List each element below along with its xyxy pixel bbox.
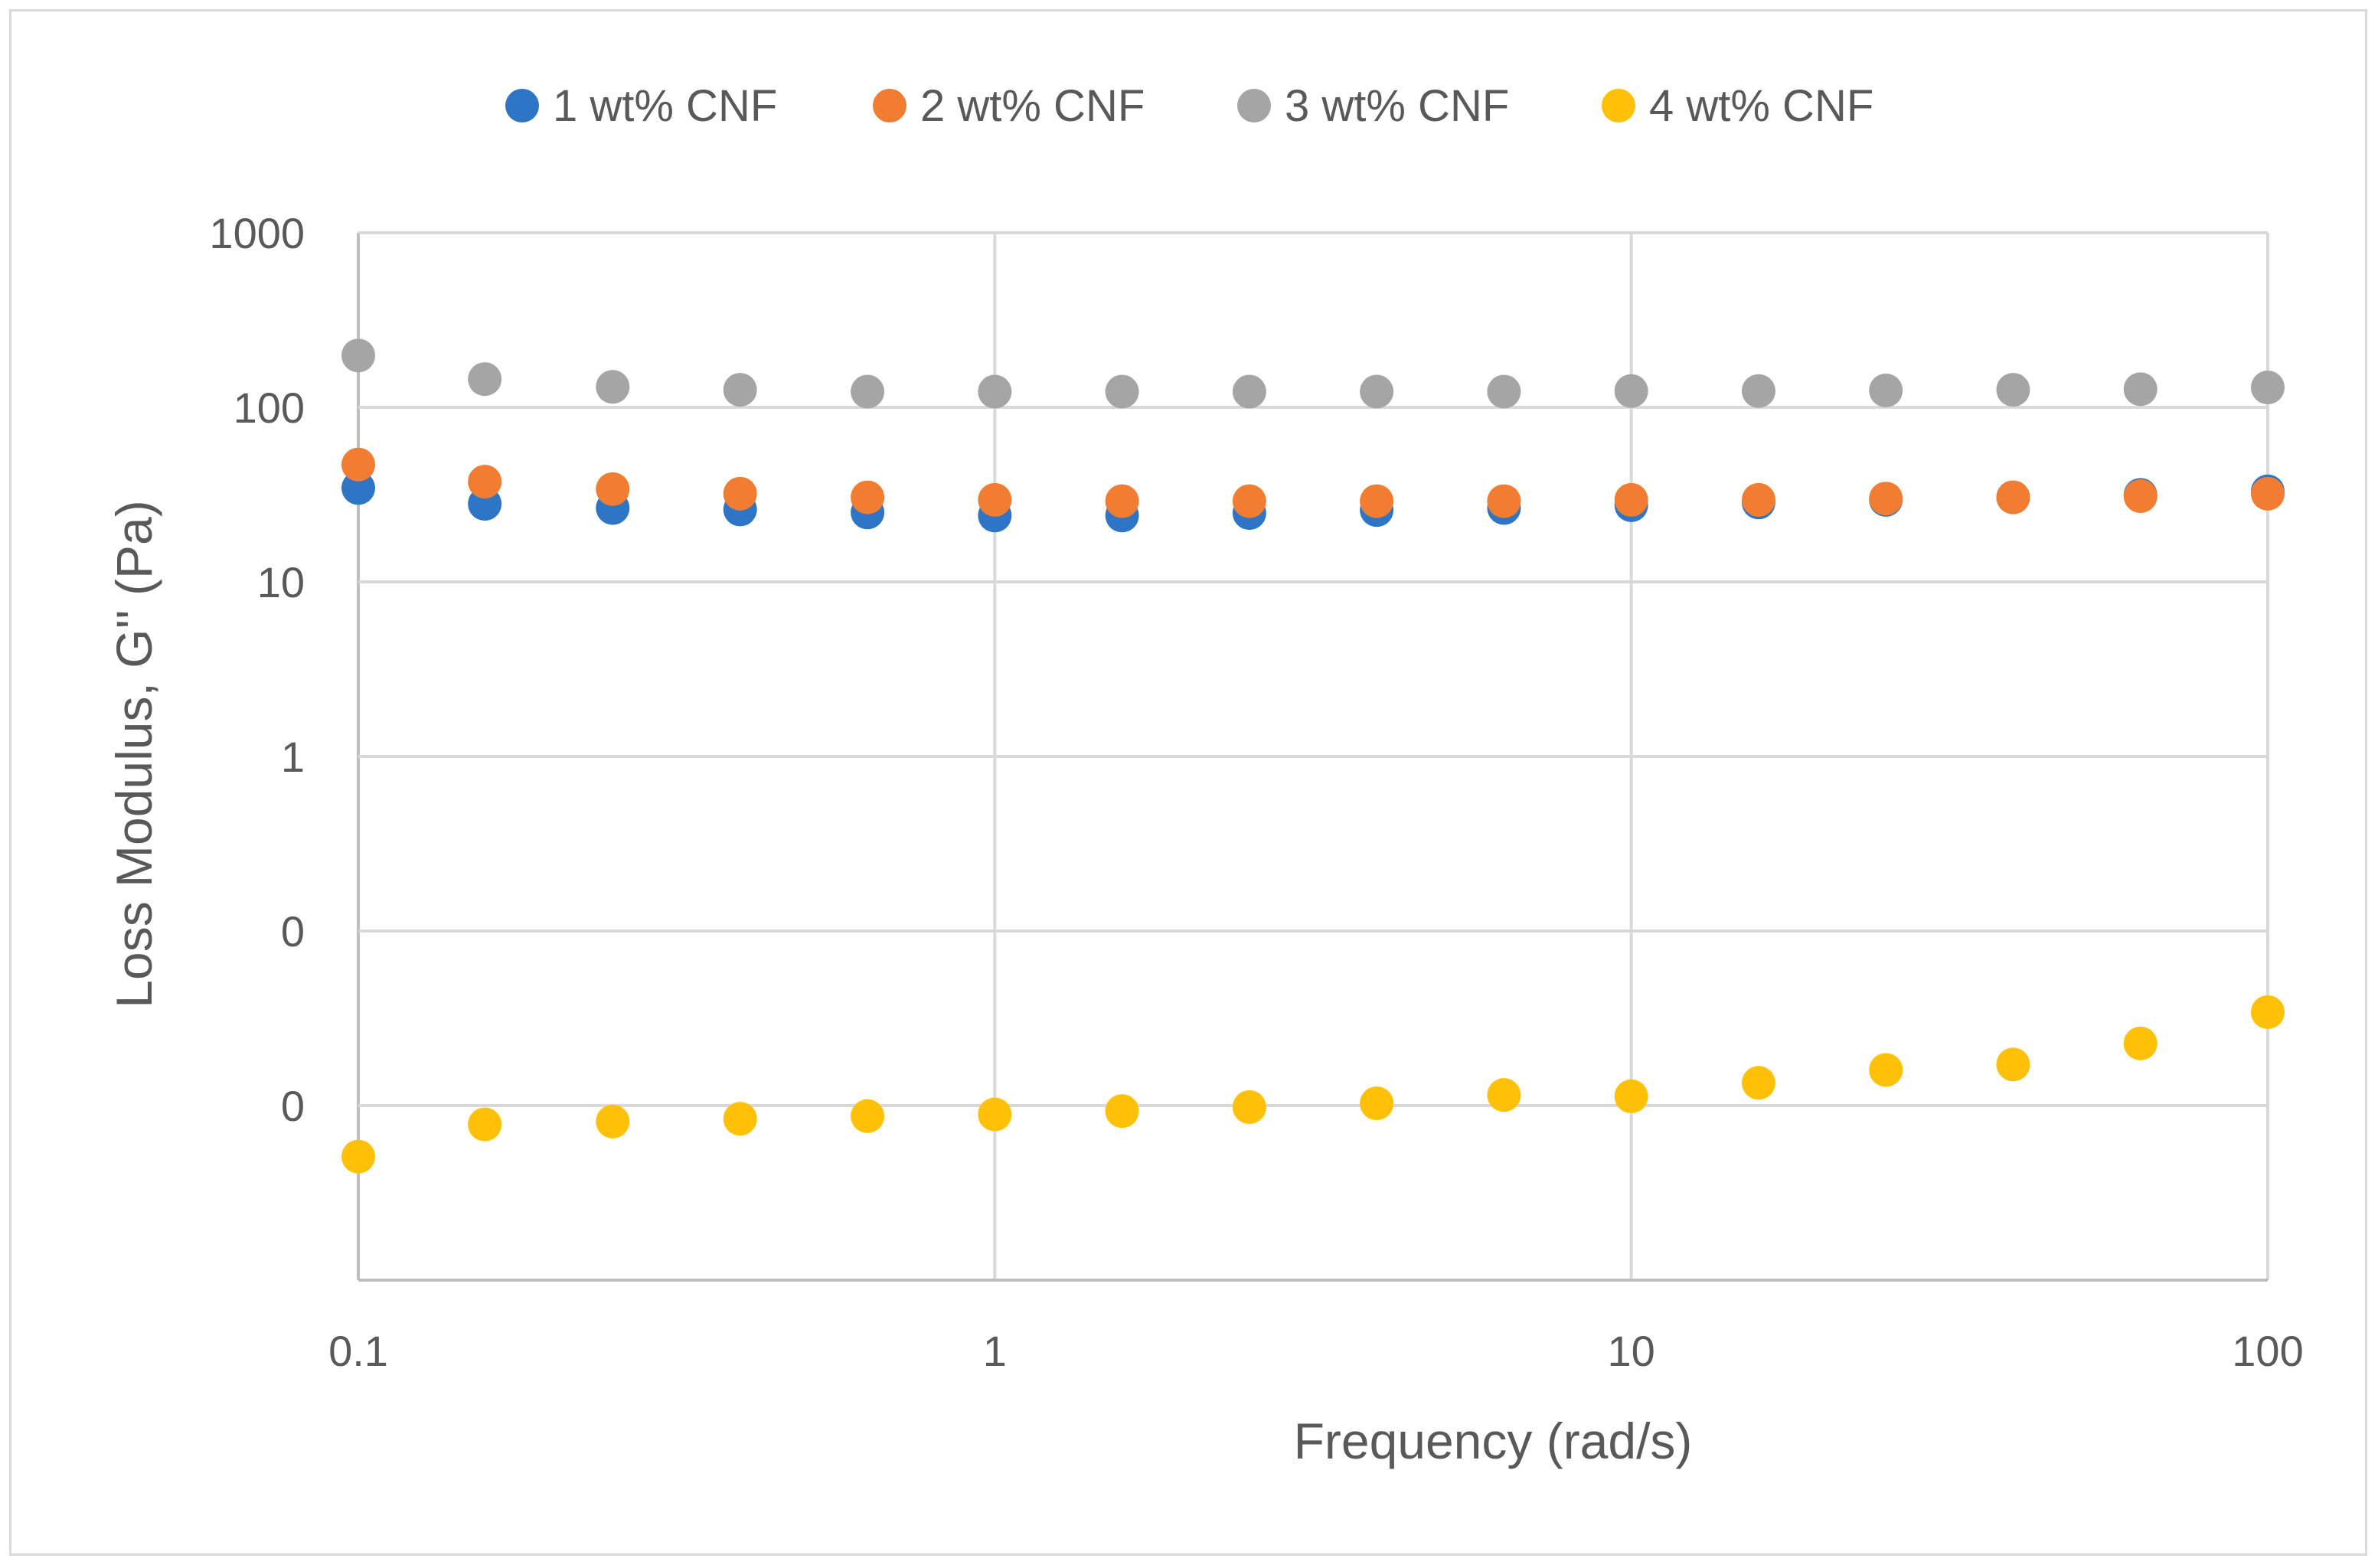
y-tick-label: 10 <box>257 558 305 606</box>
x-tick-label: 1 <box>983 1327 1007 1375</box>
data-point <box>2123 479 2158 513</box>
data-point <box>2123 1026 2158 1060</box>
y-axis-title: Loss Modulus, G'' (Pa) <box>106 500 162 1008</box>
y-tick-label: 100 <box>234 384 305 432</box>
data-point <box>1996 480 2030 514</box>
data-point <box>341 471 375 505</box>
legend-marker <box>505 89 539 122</box>
data-point <box>1232 374 1266 409</box>
data-point <box>1996 1047 2030 1082</box>
data-point <box>851 1099 885 1133</box>
data-point <box>1614 374 1648 408</box>
y-tick-label: 1 <box>281 733 305 781</box>
legend-marker <box>1602 89 1635 122</box>
x-axis-title: Frequency (rad/s) <box>1294 1413 1693 1469</box>
data-point <box>1232 484 1266 518</box>
data-point <box>1869 1053 1903 1087</box>
legend-label: 1 wt% CNF <box>553 81 777 131</box>
legend-label: 4 wt% CNF <box>1649 81 1873 131</box>
legend-marker <box>873 89 906 122</box>
data-point <box>468 362 502 397</box>
data-point <box>978 1097 1012 1132</box>
data-point <box>723 476 757 511</box>
data-point <box>1741 482 1775 517</box>
data-point <box>1105 374 1139 409</box>
data-point <box>723 1102 757 1136</box>
gridlines <box>357 231 2269 1282</box>
data-point <box>2251 371 2285 405</box>
data-point <box>851 374 885 409</box>
data-point <box>978 482 1012 517</box>
data-point <box>2123 372 2158 407</box>
legend-marker <box>1237 89 1271 122</box>
y-tick-label: 0 <box>281 1082 305 1130</box>
x-tick-label: 0.1 <box>328 1327 388 1375</box>
data-point <box>1614 482 1648 517</box>
series-4-wt-cnf <box>341 995 2285 1174</box>
data-point <box>596 1104 630 1138</box>
data-point <box>1360 484 1394 518</box>
x-tick-label: 100 <box>2232 1327 2303 1375</box>
data-point <box>1741 374 1775 408</box>
legend-label: 2 wt% CNF <box>920 81 1145 131</box>
series-1-wt-cnf <box>341 471 2285 533</box>
data-point <box>1487 484 1521 518</box>
data-point <box>341 447 375 482</box>
data-point <box>1741 1066 1775 1100</box>
data-point <box>1232 1090 1266 1125</box>
data-point <box>1869 373 1903 407</box>
data-point <box>1487 1078 1521 1112</box>
data-point <box>468 1107 502 1142</box>
data-point <box>468 465 502 499</box>
data-points <box>341 338 2285 1174</box>
data-point <box>341 338 375 373</box>
data-point <box>1996 373 2030 407</box>
series-3-wt-cnf <box>341 338 2285 409</box>
data-point <box>978 374 1012 409</box>
y-tick-label: 1000 <box>209 209 305 257</box>
data-point <box>1360 1086 1394 1121</box>
legend: 1 wt% CNF 2 wt% CNF 3 wt% CNF 4 wt% CNF <box>505 81 1873 131</box>
data-point <box>1869 482 1903 516</box>
data-point <box>341 1139 375 1174</box>
data-point <box>1360 374 1394 409</box>
data-point <box>851 480 885 514</box>
legend-label: 3 wt% CNF <box>1285 81 1509 131</box>
data-point <box>2251 995 2285 1029</box>
data-point <box>1105 1094 1139 1129</box>
data-point <box>1105 484 1139 518</box>
y-tick-label: 0 <box>281 907 305 956</box>
data-point <box>2251 476 2285 511</box>
data-point <box>596 472 630 506</box>
x-tick-label: 10 <box>1608 1327 1655 1375</box>
data-point <box>1487 374 1521 409</box>
data-point <box>723 373 757 407</box>
data-point <box>1614 1079 1648 1113</box>
data-point <box>596 370 630 404</box>
chart-frame <box>9 9 2367 1556</box>
series-2-wt-cnf <box>341 447 2285 518</box>
